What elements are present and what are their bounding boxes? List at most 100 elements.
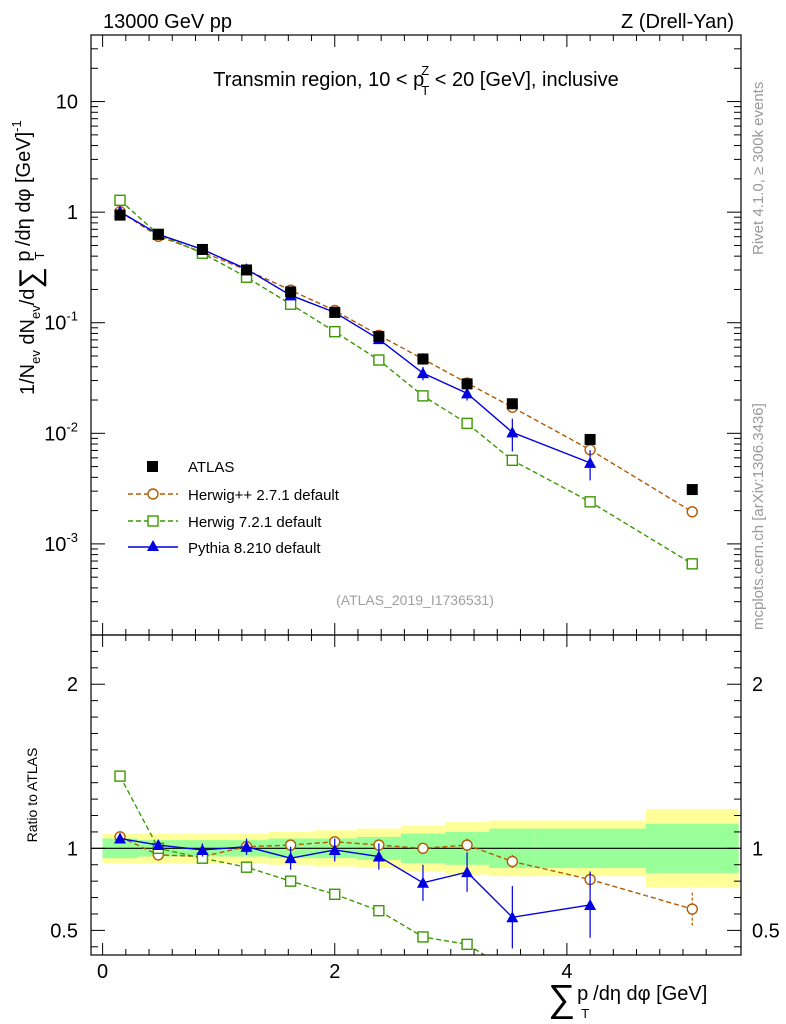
ylabel-a-sub: ev [28, 350, 43, 364]
series-point-1 [506, 454, 519, 467]
x-tick-label: 2 [329, 961, 340, 983]
ylabel-b: dN [17, 319, 39, 350]
xlabel-sub: T [581, 1006, 589, 1021]
y-tick-label: 10 [56, 92, 78, 114]
title-post: < 20 [GeV], inclusive [429, 69, 619, 91]
data-point [417, 353, 429, 365]
title-pre: Transmin region, 10 < p [213, 69, 424, 91]
ratio-point-2 [114, 832, 127, 844]
series-point-1 [373, 354, 385, 366]
ratio-y-tick-label-right: 0.5 [752, 920, 780, 942]
ratio-point-1 [507, 967, 517, 977]
data-point [329, 306, 341, 318]
y-tick-label-base: 10 [44, 534, 66, 556]
y-tick-label: 10-3 [44, 530, 78, 556]
legend-marker-herwig7 [147, 515, 159, 527]
ratio-point-2 [240, 840, 253, 852]
data-point [196, 243, 208, 255]
ratio-plot-area [91, 770, 741, 977]
x-tick-label: 4 [561, 961, 572, 983]
data-point [285, 286, 297, 298]
analysis-reference: (ATLAS_2019_I1736531) [336, 592, 494, 608]
ratio-point-2 [196, 843, 209, 855]
ratio-ylabel: Ratio to ATLAS [24, 748, 40, 843]
ylabel-d-sub: T [32, 252, 47, 260]
data-point [152, 228, 164, 240]
ratio-point-1 [461, 938, 473, 951]
y-tick-label: 10-2 [44, 419, 78, 445]
ratio-ticks: 0 2 4 0.5 0.5 1 1 2 2 [50, 635, 780, 983]
data-point [506, 398, 518, 410]
svg-text:1/Nev dNev/d∑ pT /dη dφ [GeV]: 1/Nev dNev/d∑ pT /dη dφ [GeV]-1 [9, 120, 47, 395]
y-tick-label-base: 1 [67, 202, 78, 224]
mcplots-label: mcplots.cern.ch [arXiv:1306.3436] [750, 403, 767, 630]
series-line-2 [119, 211, 591, 464]
ratio-point-2 [584, 898, 597, 910]
ratio-y-tick-label-right: 1 [752, 838, 763, 860]
xlabel-sum: ∑ [548, 978, 575, 1020]
ratio-point-0 [506, 855, 519, 868]
ratio-point-1 [114, 770, 126, 782]
xlabel: ∑ p T/dη dφ [GeV] [548, 978, 707, 1021]
ratio-point-2 [284, 852, 297, 864]
title-sup: Z [421, 63, 429, 78]
ratio-line-0 [119, 836, 693, 910]
svg-text:∑pT/dη dφ [GeV]: ∑ p T/dη dφ [GeV] [548, 978, 707, 1021]
ratio-point-2 [461, 866, 474, 878]
series-point-1 [417, 390, 429, 402]
legend-label-herwigpp: Herwig++ 2.7.1 default [188, 487, 340, 504]
data-point [584, 433, 596, 445]
ratio-point-0 [686, 903, 698, 915]
ratio-line-1 [119, 775, 486, 955]
rivet-label: Rivet 4.1.0, ≥ 300k events [750, 82, 767, 255]
ratio-point-0 [417, 842, 429, 855]
y-tick-label-base: 10 [44, 313, 66, 335]
legend-label-atlas: ATLAS [188, 459, 234, 476]
ratio-point-2 [328, 843, 341, 855]
ylabel-a: 1/N [17, 364, 39, 395]
data-point [373, 331, 385, 343]
series-point-1 [329, 325, 341, 338]
ratio-point-1 [284, 875, 297, 887]
ylabel-e-sup: -1 [9, 120, 24, 132]
y-tick-label-base: 10 [56, 92, 78, 114]
y-tick-label: 10-1 [44, 309, 78, 335]
data-point [114, 209, 126, 221]
series-point-1 [584, 496, 596, 508]
y-tick-label-base: 10 [44, 423, 66, 445]
data-point [461, 378, 473, 390]
ratio-y-tick-label: 0.5 [50, 920, 78, 942]
y-tick-label-exp: -3 [66, 530, 78, 545]
legend-marker-herwigpp [147, 488, 159, 500]
ratio-frame [90, 634, 742, 956]
xlabel-p: p [577, 983, 588, 1005]
legend-marker-pythia [147, 540, 159, 551]
ylabel-d: p [13, 251, 35, 268]
ylabel-b-sub: ev [28, 305, 43, 319]
ratio-point-1 [240, 861, 253, 873]
legend: ATLAS Herwig++ 2.7.1 default Herwig 7.2.… [128, 459, 340, 557]
header-left: 13000 GeV pp [103, 11, 232, 33]
ratio-point-1 [329, 888, 341, 900]
ratio-y-tick-label: 1 [67, 838, 78, 860]
ratio-point-1 [417, 931, 429, 943]
y-tick-label-exp: -1 [66, 309, 78, 324]
ratio-point-1 [373, 904, 385, 917]
main-ylabel: 1/Nev dNev/d∑ pT /dη dφ [GeV]-1 [9, 120, 47, 395]
ratio-point-2 [152, 839, 165, 851]
series-point-1 [284, 298, 297, 310]
data-point [241, 264, 253, 276]
main-plot-area [114, 194, 698, 570]
series-point-1 [686, 558, 698, 570]
legend-label-pythia: Pythia 8.210 default [188, 540, 321, 557]
header-right: Z (Drell-Yan) [621, 11, 734, 33]
data-point [686, 484, 698, 496]
y-tick-label-exp: -2 [66, 419, 78, 434]
ylabel-sum: ∑ [14, 267, 47, 288]
title-sub: T [421, 83, 429, 98]
legend-marker-atlas [147, 461, 158, 472]
ratio-point-2 [372, 850, 385, 862]
legend-label-herwig7: Herwig 7.2.1 default [188, 514, 322, 531]
